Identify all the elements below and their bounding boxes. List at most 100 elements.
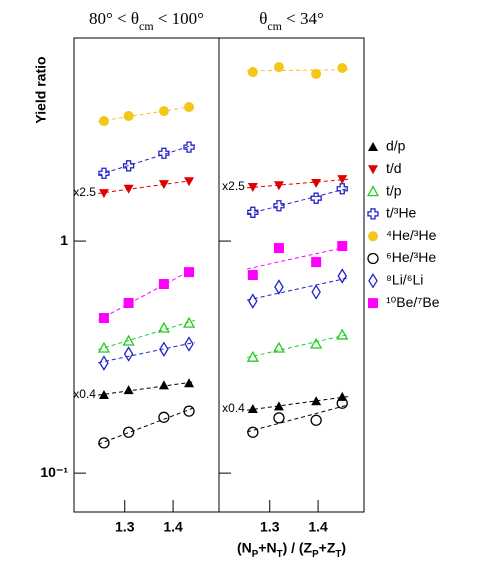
data-point [273, 401, 284, 411]
data-point [98, 116, 109, 127]
data-point [247, 67, 258, 78]
annotation: x0.4 [222, 401, 245, 415]
data-point [337, 62, 348, 73]
y-axis-label: Yield ratio [33, 56, 49, 123]
data-point [337, 241, 348, 252]
data-point [336, 397, 348, 409]
legend-label: ⁴He/³He [386, 227, 437, 243]
data-point [337, 268, 348, 284]
legend-label: ⁶He/³He [386, 249, 436, 265]
panel-title: θcm < 34° [259, 9, 324, 33]
data-point [158, 279, 169, 290]
data-point [98, 390, 109, 400]
data-point [123, 346, 134, 362]
data-point [311, 257, 322, 268]
fit-line [246, 187, 349, 215]
data-point [97, 341, 111, 353]
data-point [183, 405, 195, 417]
data-point [311, 68, 322, 79]
data-point [184, 336, 194, 352]
fit-line [246, 178, 349, 189]
data-point [99, 355, 109, 371]
annotation: x2.5 [222, 179, 245, 193]
data-point [274, 279, 284, 295]
legend-label: t/³He [386, 205, 417, 221]
data-point [98, 313, 109, 324]
x-tick-label: 1.3 [115, 519, 135, 535]
legend-label: t/p [386, 182, 402, 198]
legend-marker [368, 231, 378, 242]
data-point [336, 183, 348, 195]
legend-marker [368, 298, 378, 309]
legend-label: d/p [386, 138, 406, 154]
data-point [158, 380, 169, 390]
data-point [158, 180, 169, 190]
legend-marker [368, 273, 378, 289]
x-tick-label: 1.4 [163, 519, 183, 535]
fit-line [246, 277, 349, 301]
annotation: x2.5 [73, 185, 96, 199]
data-point [158, 411, 170, 423]
data-point [248, 293, 258, 309]
data-point [123, 184, 134, 194]
data-point [157, 321, 171, 333]
data-point [182, 316, 196, 328]
data-point [311, 396, 322, 406]
plot-frame [218, 37, 365, 513]
data-point [158, 106, 169, 117]
data-point [247, 206, 259, 218]
data-point [184, 177, 195, 187]
data-point [98, 167, 110, 179]
data-point [184, 267, 195, 278]
fit-line [97, 406, 196, 445]
data-point [122, 334, 135, 346]
data-point [310, 337, 323, 349]
fit-line [98, 319, 195, 351]
data-point [336, 328, 349, 340]
data-point [247, 426, 259, 438]
fit-line [98, 381, 195, 396]
data-point [122, 160, 135, 172]
fit-line [246, 396, 349, 411]
fit-line [98, 105, 195, 123]
data-point [337, 175, 348, 185]
data-point [311, 284, 321, 300]
data-point [310, 192, 322, 204]
legend-marker [368, 142, 378, 151]
x-tick-label: 1.4 [308, 519, 328, 535]
x-tick-label: 1.3 [260, 519, 280, 535]
data-point [98, 189, 109, 199]
data-point [184, 102, 195, 113]
plot-frame [73, 37, 220, 513]
data-point [247, 403, 258, 413]
data-point [122, 426, 135, 438]
fit-line [247, 69, 349, 72]
data-point [311, 178, 322, 188]
fit-line [98, 179, 195, 194]
fit-line [97, 267, 196, 321]
legend-marker [367, 252, 379, 265]
legend-label: t/d [386, 160, 402, 176]
data-point [123, 385, 134, 395]
panel-title: 80° < θcm < 100° [89, 9, 204, 33]
data-point [247, 270, 258, 281]
legend-label: ¹⁰Be/⁷Be [386, 294, 440, 310]
legend-marker [367, 208, 379, 220]
data-point [98, 437, 110, 449]
data-point [159, 341, 169, 357]
data-point [273, 412, 285, 424]
data-point [123, 297, 134, 308]
data-point [310, 414, 322, 426]
data-point [158, 147, 170, 159]
data-point [272, 341, 286, 353]
data-point [273, 62, 284, 73]
data-point [273, 200, 285, 212]
fit-line [246, 246, 349, 270]
data-point [183, 141, 195, 153]
fit-line [98, 341, 195, 364]
annotation: x0.4 [73, 387, 96, 401]
y-tick-label: 10⁻¹ [40, 464, 68, 480]
data-point [246, 350, 259, 362]
data-point [247, 182, 258, 192]
